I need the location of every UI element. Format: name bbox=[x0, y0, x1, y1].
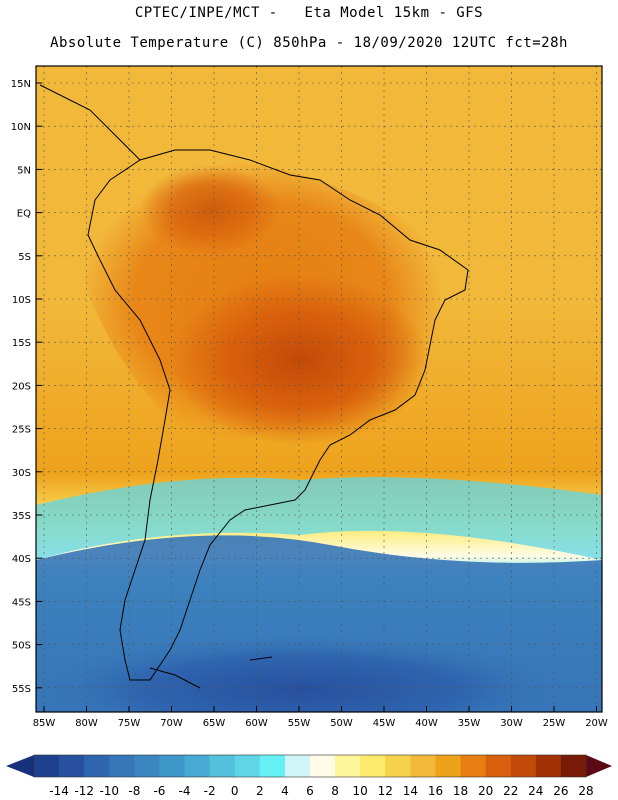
cool-band-field bbox=[36, 477, 602, 560]
latitude-label-30s: 30S bbox=[12, 468, 31, 479]
longitude-label-35w: 35W bbox=[458, 718, 481, 729]
colorbar-swatch bbox=[284, 755, 311, 777]
colorbar-swatch bbox=[435, 755, 461, 777]
colorbar-swatch bbox=[209, 755, 236, 777]
colorbar-swatch bbox=[159, 755, 185, 777]
colorbar-label: -8 bbox=[128, 784, 140, 798]
longitude-label-75w: 75W bbox=[118, 718, 141, 729]
colorbar-label: 10 bbox=[353, 784, 368, 798]
longitude-label-70w: 70W bbox=[160, 718, 183, 729]
longitude-label-40w: 40W bbox=[415, 718, 438, 729]
chart-title-line-1: CPTEC/INPE/MCT - Eta Model 15km - GFS bbox=[134, 5, 484, 21]
colorbar-label: -6 bbox=[153, 784, 165, 798]
longitude-label-55w: 55W bbox=[288, 718, 311, 729]
colorbar-swatch bbox=[335, 755, 361, 777]
south-america-outline bbox=[87, 149, 469, 681]
colorbar-swatch bbox=[410, 755, 436, 777]
colorbar-swatch bbox=[259, 755, 286, 777]
colorbar-label: 0 bbox=[231, 784, 239, 798]
colorbar-swatch bbox=[535, 755, 562, 777]
colorbar-label: 8 bbox=[331, 784, 339, 798]
latitude-label-50s: 50S bbox=[12, 641, 31, 652]
latitude-label-25s: 25S bbox=[12, 425, 31, 436]
longitude-label-65w: 65W bbox=[203, 718, 226, 729]
longitude-label-25w: 25W bbox=[543, 718, 566, 729]
longitude-axis-labels: 85W 80W 75W 70W 65W 60W 55W 50W 45W 40W 35W 30W 25W 2… bbox=[33, 706, 608, 729]
colorbar-swatch bbox=[560, 755, 587, 777]
colorbar-label: 12 bbox=[378, 784, 393, 798]
longitude-label-80w: 80W bbox=[75, 718, 98, 729]
colorbar-frame bbox=[33, 754, 587, 778]
longitude-label-85w: 85W bbox=[33, 718, 56, 729]
colorbar-swatch bbox=[310, 755, 336, 777]
latitude-label-40s: 40S bbox=[12, 554, 31, 565]
colorbar-label: 20 bbox=[478, 784, 493, 798]
colorbar-swatch bbox=[134, 755, 160, 777]
colorbar-label: 28 bbox=[578, 784, 593, 798]
colorbar-label: 16 bbox=[428, 784, 443, 798]
colorbar-swatch bbox=[460, 755, 486, 777]
latitude-axis-labels: 15N 10N 5N EQ 5S 10S 15S 20S 25S 30S 35S 40S 45S 50S 5… bbox=[11, 79, 42, 695]
chart-title-line-2: Absolute Temperature (C) 850hPa - 18/09/… bbox=[50, 35, 568, 51]
latitude-label-15s: 15S bbox=[12, 338, 31, 349]
tierra-del-fuego-outline bbox=[149, 667, 201, 689]
colorbar-swatch bbox=[109, 755, 135, 777]
latitude-label-15n: 15N bbox=[11, 79, 31, 90]
colorbar: -14 -12 -10 -8 -6 -4 -2 0 2 4 6 8 10 12 14 16 18 20 22 24 26… bbox=[6, 754, 612, 798]
latitude-label-5n: 5N bbox=[17, 165, 31, 176]
map-frame bbox=[35, 65, 603, 713]
lat-lon-grid bbox=[36, 66, 602, 712]
colorbar-label: -12 bbox=[74, 784, 94, 798]
colorbar-label: -14 bbox=[49, 784, 69, 798]
colorbar-label: -10 bbox=[99, 784, 119, 798]
colorbar-swatch bbox=[34, 755, 60, 777]
north-hot-field bbox=[140, 165, 280, 255]
longitude-label-60w: 60W bbox=[245, 718, 268, 729]
colorbar-label: -4 bbox=[179, 784, 191, 798]
colorbar-low-arrow bbox=[6, 755, 34, 777]
latitude-label-10s: 10S bbox=[12, 295, 31, 306]
colorbar-label: 14 bbox=[403, 784, 418, 798]
longitude-label-20w: 20W bbox=[585, 718, 608, 729]
colorbar-swatch bbox=[360, 755, 386, 777]
colorbar-swatch bbox=[234, 755, 261, 777]
latitude-label-eq: EQ bbox=[17, 209, 31, 220]
longitude-label-30w: 30W bbox=[500, 718, 523, 729]
colorbar-label: -2 bbox=[204, 784, 216, 798]
colorbar-swatch bbox=[84, 755, 110, 777]
latitude-label-5s: 5S bbox=[18, 252, 31, 263]
longitude-label-45w: 45W bbox=[373, 718, 396, 729]
colorbar-swatch bbox=[184, 755, 210, 777]
central-america-outline bbox=[39, 84, 141, 161]
colorbar-swatch bbox=[59, 755, 85, 777]
colorbar-label: 6 bbox=[306, 784, 314, 798]
latitude-label-55s: 55S bbox=[12, 684, 31, 695]
latitude-label-10n: 10N bbox=[11, 122, 31, 133]
colorbar-swatch bbox=[510, 755, 537, 777]
colorbar-label: 22 bbox=[503, 784, 518, 798]
coastline-outline bbox=[39, 84, 469, 689]
colorbar-label: 18 bbox=[453, 784, 468, 798]
colorbar-label: 24 bbox=[528, 784, 543, 798]
longitude-label-50w: 50W bbox=[330, 718, 353, 729]
colorbar-label: 2 bbox=[256, 784, 264, 798]
temperature-field bbox=[36, 66, 602, 712]
cold-core-field bbox=[36, 635, 570, 712]
colorbar-swatch bbox=[385, 755, 411, 777]
colorbar-swatch bbox=[485, 755, 512, 777]
latitude-label-35s: 35S bbox=[12, 511, 31, 522]
hot-core-field bbox=[170, 275, 430, 445]
colorbar-label: 26 bbox=[553, 784, 568, 798]
falklands-outline bbox=[249, 656, 273, 661]
latitude-label-20s: 20S bbox=[12, 381, 31, 392]
colorbar-high-arrow bbox=[586, 755, 612, 777]
colorbar-label: 4 bbox=[281, 784, 289, 798]
latitude-label-45s: 45S bbox=[12, 597, 31, 608]
